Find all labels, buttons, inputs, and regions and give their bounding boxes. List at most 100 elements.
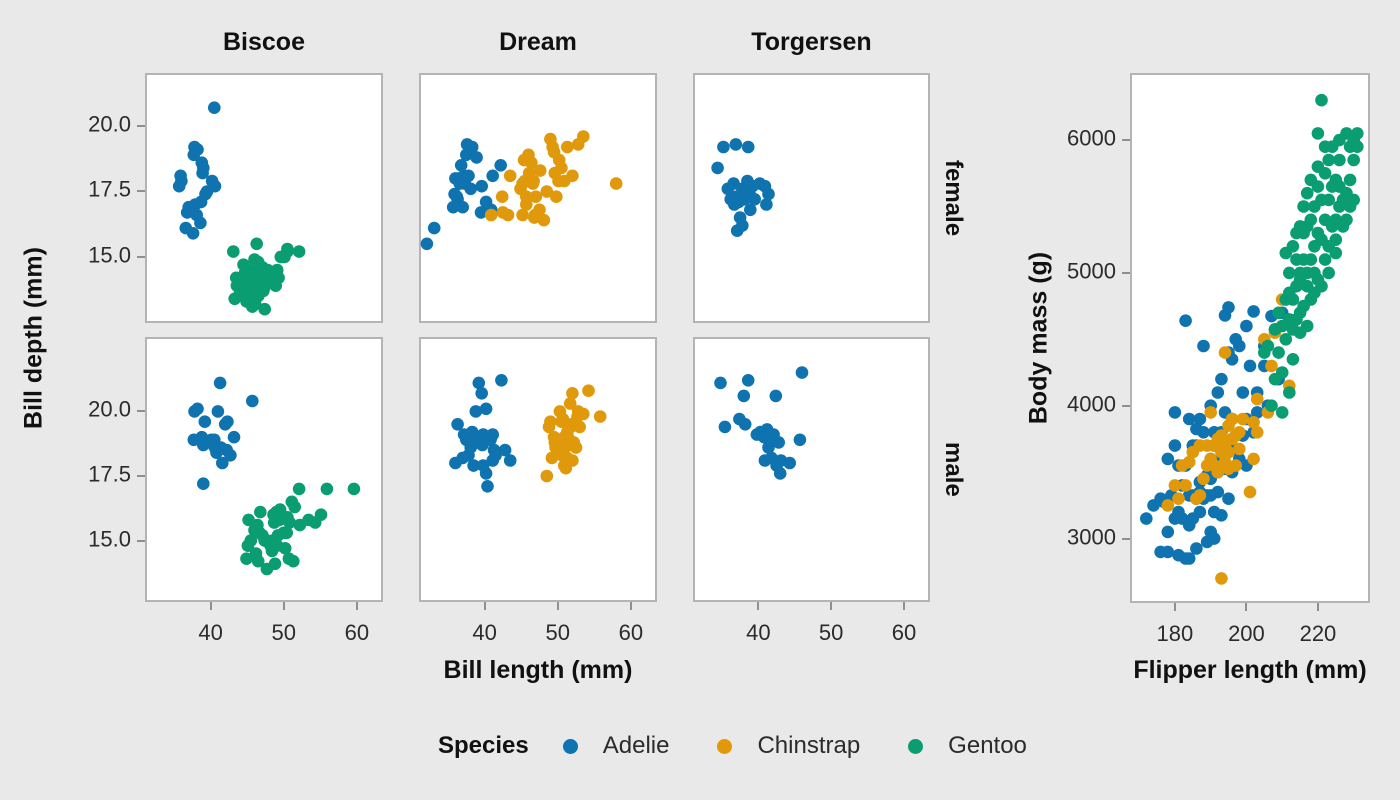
point-adelie: [1215, 372, 1228, 386]
point-adelie: [196, 166, 209, 180]
point-chinstrap: [550, 190, 563, 203]
legend-label-chinstrap: Chinstrap: [757, 732, 861, 759]
point-chinstrap: [537, 213, 551, 227]
x-tick-label: 200: [1228, 621, 1265, 646]
point-adelie: [224, 449, 237, 462]
x-tick-label: 50: [818, 620, 844, 645]
point-gentoo: [1286, 353, 1300, 366]
y-tick-mark: [1122, 139, 1130, 142]
y-tick-label: 3000: [1067, 524, 1116, 550]
point-chinstrap: [569, 441, 583, 454]
point-chinstrap: [545, 451, 559, 465]
point-gentoo: [1340, 213, 1353, 227]
point-adelie: [1207, 532, 1221, 545]
point-adelie: [1161, 525, 1175, 539]
point-chinstrap: [529, 190, 543, 203]
point-adelie: [1197, 426, 1210, 439]
point-chinstrap: [533, 203, 546, 217]
point-gentoo: [1318, 253, 1332, 266]
point-adelie: [470, 436, 483, 449]
scatter-points-layer: [714, 366, 809, 480]
point-chinstrap: [1265, 359, 1278, 373]
point-chinstrap: [555, 161, 568, 175]
legend-title: Species: [438, 732, 529, 759]
point-chinstrap: [548, 436, 562, 449]
x-tick-label: 40: [746, 620, 771, 645]
point-gentoo: [1333, 180, 1346, 193]
point-adelie: [456, 451, 469, 465]
point-gentoo: [1351, 140, 1364, 153]
point-adelie: [1243, 359, 1257, 373]
y-tick-mark: [1122, 537, 1130, 540]
legend-item-adelie: Adelie: [562, 732, 669, 760]
point-gentoo: [1297, 226, 1310, 240]
point-chinstrap: [1168, 479, 1182, 492]
point-gentoo: [1300, 186, 1314, 200]
point-chinstrap: [516, 208, 529, 222]
point-chinstrap: [540, 185, 554, 198]
panel-torgersen-female: [693, 73, 930, 323]
point-gentoo: [282, 552, 296, 565]
point-gentoo: [283, 516, 296, 529]
y-tick-mark: [1122, 404, 1130, 407]
chinstrap-dot-icon: [717, 738, 733, 754]
point-adelie: [738, 418, 752, 431]
point-chinstrap: [1229, 459, 1242, 472]
point-adelie: [465, 425, 479, 439]
point-adelie: [1233, 339, 1246, 353]
point-adelie: [1161, 545, 1175, 559]
axis-title-bill-length: Bill length (mm): [443, 656, 633, 684]
point-chinstrap: [609, 177, 623, 190]
point-gentoo: [278, 542, 292, 555]
point-adelie: [476, 459, 490, 472]
x-tick-label: 40: [472, 620, 497, 645]
point-adelie: [1190, 542, 1203, 555]
point-chinstrap: [566, 169, 579, 183]
x-tick-mark: [556, 602, 559, 610]
point-gentoo: [292, 245, 306, 258]
x-tick-label: 50: [545, 620, 570, 645]
point-adelie: [1204, 489, 1217, 502]
point-chinstrap: [561, 140, 574, 154]
point-adelie: [728, 198, 741, 211]
point-adelie: [736, 219, 749, 232]
point-adelie: [1179, 314, 1192, 327]
y-tick-label: 20.0: [88, 111, 131, 137]
point-adelie: [1240, 319, 1253, 333]
facet-col-title-biscoe: Biscoe: [223, 28, 305, 56]
point-gentoo: [254, 505, 267, 519]
point-adelie: [498, 443, 512, 457]
point-gentoo: [1322, 193, 1335, 207]
x-tick-mark: [1316, 603, 1319, 611]
point-adelie: [481, 480, 494, 493]
point-adelie: [744, 203, 757, 217]
x-tick-mark: [629, 602, 632, 610]
point-adelie: [1197, 339, 1210, 353]
point-adelie: [427, 221, 441, 235]
point-gentoo: [1329, 233, 1343, 246]
axis-title-flipper-length: Flipper length (mm): [1133, 656, 1367, 684]
legend-label-gentoo: Gentoo: [948, 732, 1027, 759]
point-adelie: [795, 366, 809, 379]
point-chinstrap: [503, 169, 517, 183]
panel-body-mass-flipper: 180 200 220 3000 4000 5000 6000: [1067, 73, 1370, 646]
point-gentoo: [1261, 339, 1275, 353]
point-adelie: [172, 179, 186, 193]
point-adelie: [741, 140, 755, 154]
y-tick-label: 17.5: [88, 461, 131, 487]
point-adelie: [216, 456, 229, 470]
point-gentoo: [1311, 160, 1325, 173]
point-adelie: [180, 206, 194, 219]
point-gentoo: [1311, 127, 1325, 140]
facet-col-title-torgersen: Torgersen: [751, 28, 872, 56]
point-adelie: [1182, 552, 1196, 565]
point-gentoo: [1322, 266, 1335, 280]
point-adelie: [495, 374, 508, 387]
point-adelie: [246, 394, 259, 408]
panel-dream-male: 40 50 60: [419, 337, 657, 645]
x-tick-label: 60: [618, 620, 644, 645]
point-gentoo: [244, 534, 258, 547]
point-gentoo: [292, 482, 306, 496]
point-chinstrap: [520, 198, 533, 211]
point-gentoo: [314, 508, 328, 521]
